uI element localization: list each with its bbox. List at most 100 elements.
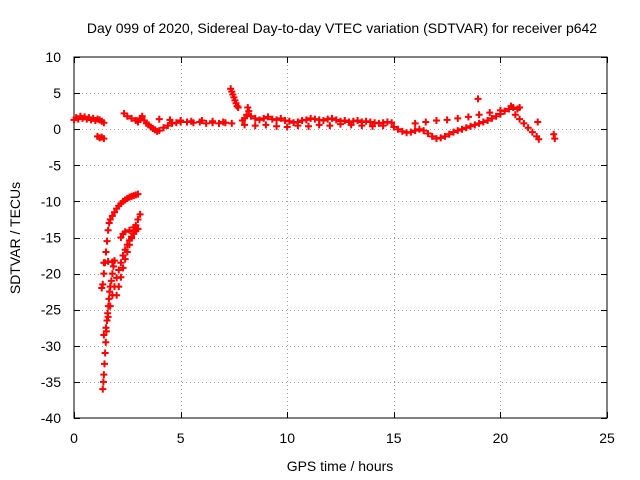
data-point xyxy=(437,134,445,142)
data-point xyxy=(155,127,163,135)
data-point xyxy=(115,266,123,274)
data-point xyxy=(128,234,136,242)
data-point xyxy=(241,121,249,129)
data-point xyxy=(394,125,402,133)
data-point xyxy=(104,313,112,321)
data-point xyxy=(104,226,112,234)
data-point xyxy=(177,117,185,125)
x-axis-label: GPS time / hours xyxy=(287,458,394,474)
data-point xyxy=(187,117,195,125)
data-point xyxy=(113,291,121,299)
data-point xyxy=(458,125,466,133)
data-point xyxy=(388,119,396,127)
data-point xyxy=(106,302,114,310)
data-point xyxy=(117,259,125,267)
data-point xyxy=(109,262,117,270)
data-point xyxy=(467,122,475,130)
data-point xyxy=(228,119,236,127)
data-point xyxy=(125,226,133,234)
x-tick-label: 0 xyxy=(70,430,78,446)
data-point xyxy=(107,277,115,285)
data-point xyxy=(358,122,366,130)
data-point xyxy=(507,102,515,110)
data-point xyxy=(528,128,536,136)
data-point xyxy=(125,241,133,249)
data-point xyxy=(134,215,142,223)
y-tick-label: -5 xyxy=(49,157,62,173)
data-point xyxy=(100,270,108,278)
data-point xyxy=(398,127,406,135)
data-point xyxy=(106,215,114,223)
data-point xyxy=(121,228,129,236)
data-point xyxy=(305,122,313,130)
data-point xyxy=(420,127,428,135)
axis-ticks xyxy=(74,57,608,419)
data-point xyxy=(273,116,281,124)
data-point xyxy=(454,127,462,135)
data-point xyxy=(251,122,259,130)
data-point xyxy=(251,114,259,122)
data-point xyxy=(255,116,263,124)
data-point xyxy=(198,117,206,125)
data-point xyxy=(315,121,323,129)
data-point xyxy=(105,219,113,227)
data-point xyxy=(244,104,252,112)
data-point xyxy=(551,135,559,143)
chart-title: Day 099 of 2020, Sidereal Day-to-day VTE… xyxy=(87,20,597,36)
data-point xyxy=(247,112,255,120)
data-point xyxy=(524,124,532,132)
data-point xyxy=(390,123,398,131)
data-point xyxy=(294,122,302,130)
data-point xyxy=(111,257,119,265)
data-point xyxy=(407,128,415,136)
data-point xyxy=(285,117,293,125)
data-point xyxy=(368,122,376,130)
data-point xyxy=(432,117,440,125)
data-point xyxy=(108,212,116,220)
data-point xyxy=(277,114,285,122)
data-point xyxy=(101,349,109,357)
data-point xyxy=(215,119,223,127)
data-point xyxy=(496,106,504,114)
x-tick-label: 20 xyxy=(493,430,509,446)
data-point xyxy=(119,252,127,260)
data-point xyxy=(535,135,543,143)
data-point xyxy=(160,124,168,132)
data-point xyxy=(479,118,487,126)
data-point xyxy=(332,116,340,124)
data-point xyxy=(319,117,327,125)
data-point xyxy=(209,117,217,125)
data-point xyxy=(422,118,430,126)
data-point xyxy=(443,116,451,124)
data-point xyxy=(119,264,127,272)
data-point xyxy=(415,125,423,133)
data-point xyxy=(99,280,107,288)
data-point xyxy=(379,122,387,130)
data-point xyxy=(347,121,355,129)
data-point xyxy=(105,295,113,303)
data-point xyxy=(283,123,291,131)
data-point xyxy=(102,248,110,256)
y-tick-label: -30 xyxy=(41,338,61,354)
data-point xyxy=(100,360,108,368)
data-point xyxy=(117,234,125,241)
x-tick-label: 25 xyxy=(599,430,615,446)
data-point xyxy=(219,118,227,126)
data-point xyxy=(454,114,462,122)
data-point xyxy=(134,190,142,198)
data-point xyxy=(534,118,542,126)
data-point xyxy=(511,111,519,119)
data-point xyxy=(516,115,524,123)
data-point xyxy=(550,130,558,138)
data-point xyxy=(471,121,479,129)
data-point xyxy=(411,127,419,135)
data-point xyxy=(155,115,163,123)
y-tick-label: -10 xyxy=(41,193,61,209)
data-point xyxy=(99,385,107,393)
data-point xyxy=(128,114,136,122)
data-point xyxy=(354,117,362,125)
data-point xyxy=(123,112,131,120)
x-tick-label: 5 xyxy=(177,430,185,446)
data-point xyxy=(475,119,483,127)
